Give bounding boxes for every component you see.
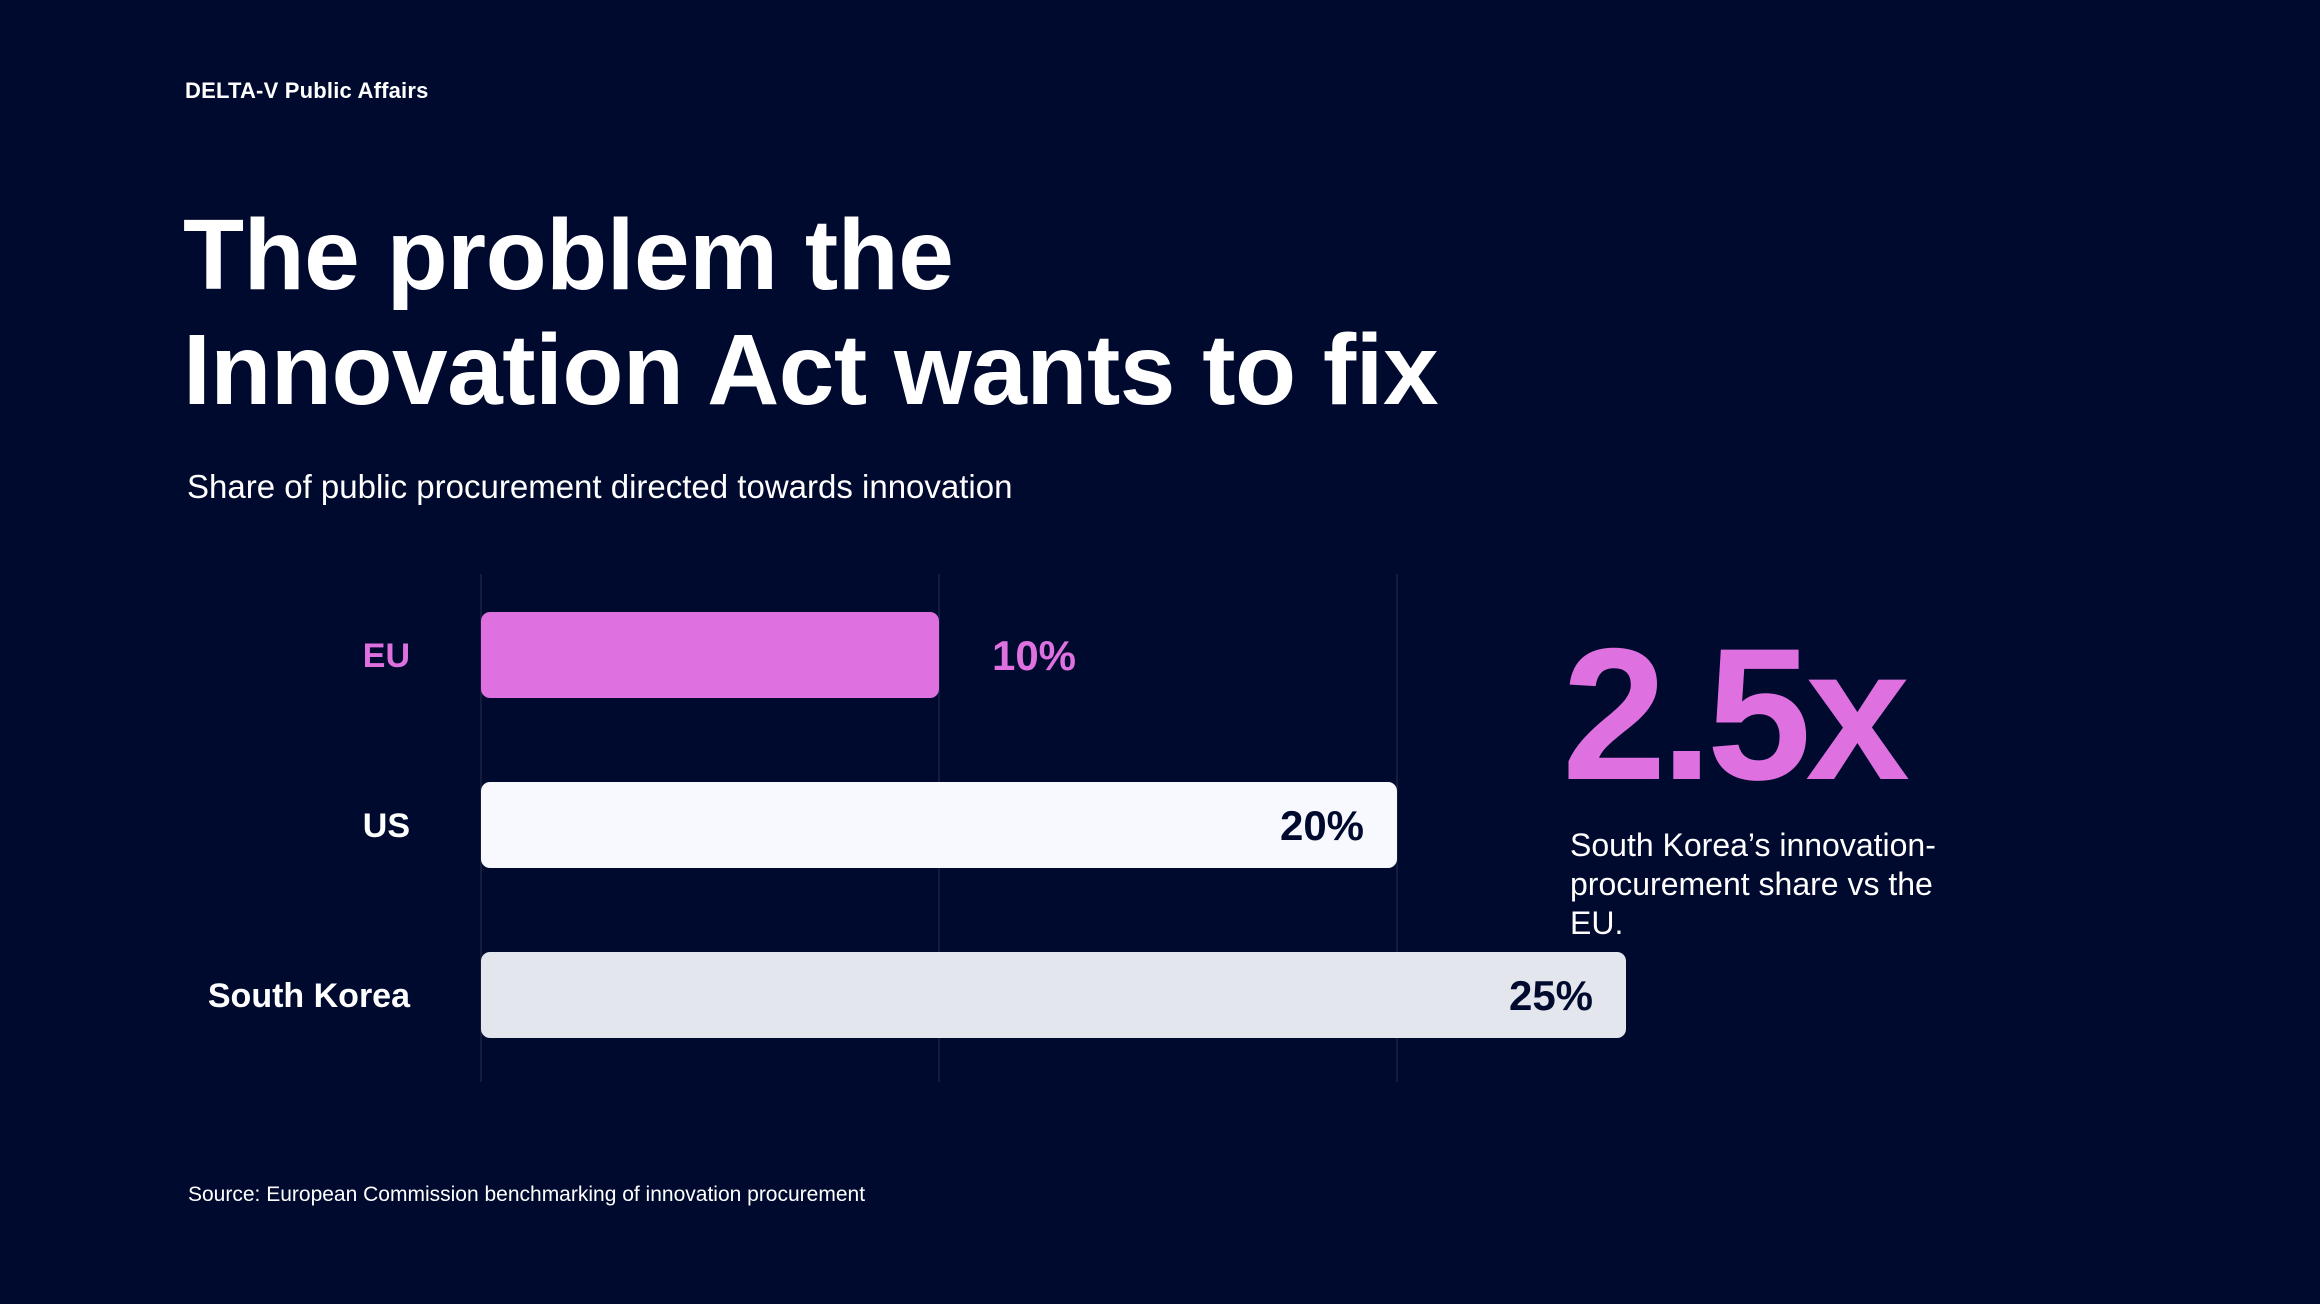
chart-subtitle: Share of public procurement directed tow…: [187, 468, 1013, 505]
category-label-us: US: [363, 807, 410, 845]
slide-title-line-2: Innovation Act wants to fix: [183, 314, 1439, 426]
bar-us: [481, 782, 1397, 868]
source-note: Source: European Commission benchmarking…: [188, 1183, 866, 1206]
slide-title: The problem the Innovation Act wants to …: [183, 198, 1439, 428]
bar-eu: [481, 612, 939, 698]
value-label-south-korea: 25%: [1509, 972, 1593, 1019]
callout-text: South Korea’s innovation-procurement sha…: [1570, 827, 1936, 941]
brand-label: DELTA-V Public Affairs: [185, 78, 429, 103]
category-label-south-korea: South Korea: [208, 977, 411, 1015]
slide-title-line-1: The problem the: [183, 199, 954, 311]
category-label-eu: EU: [363, 637, 410, 675]
value-label-us: 20%: [1280, 802, 1364, 849]
callout-value: 2.5x: [1562, 609, 1910, 819]
bar-south-korea: [481, 952, 1626, 1038]
value-label-eu: 10%: [992, 632, 1076, 679]
